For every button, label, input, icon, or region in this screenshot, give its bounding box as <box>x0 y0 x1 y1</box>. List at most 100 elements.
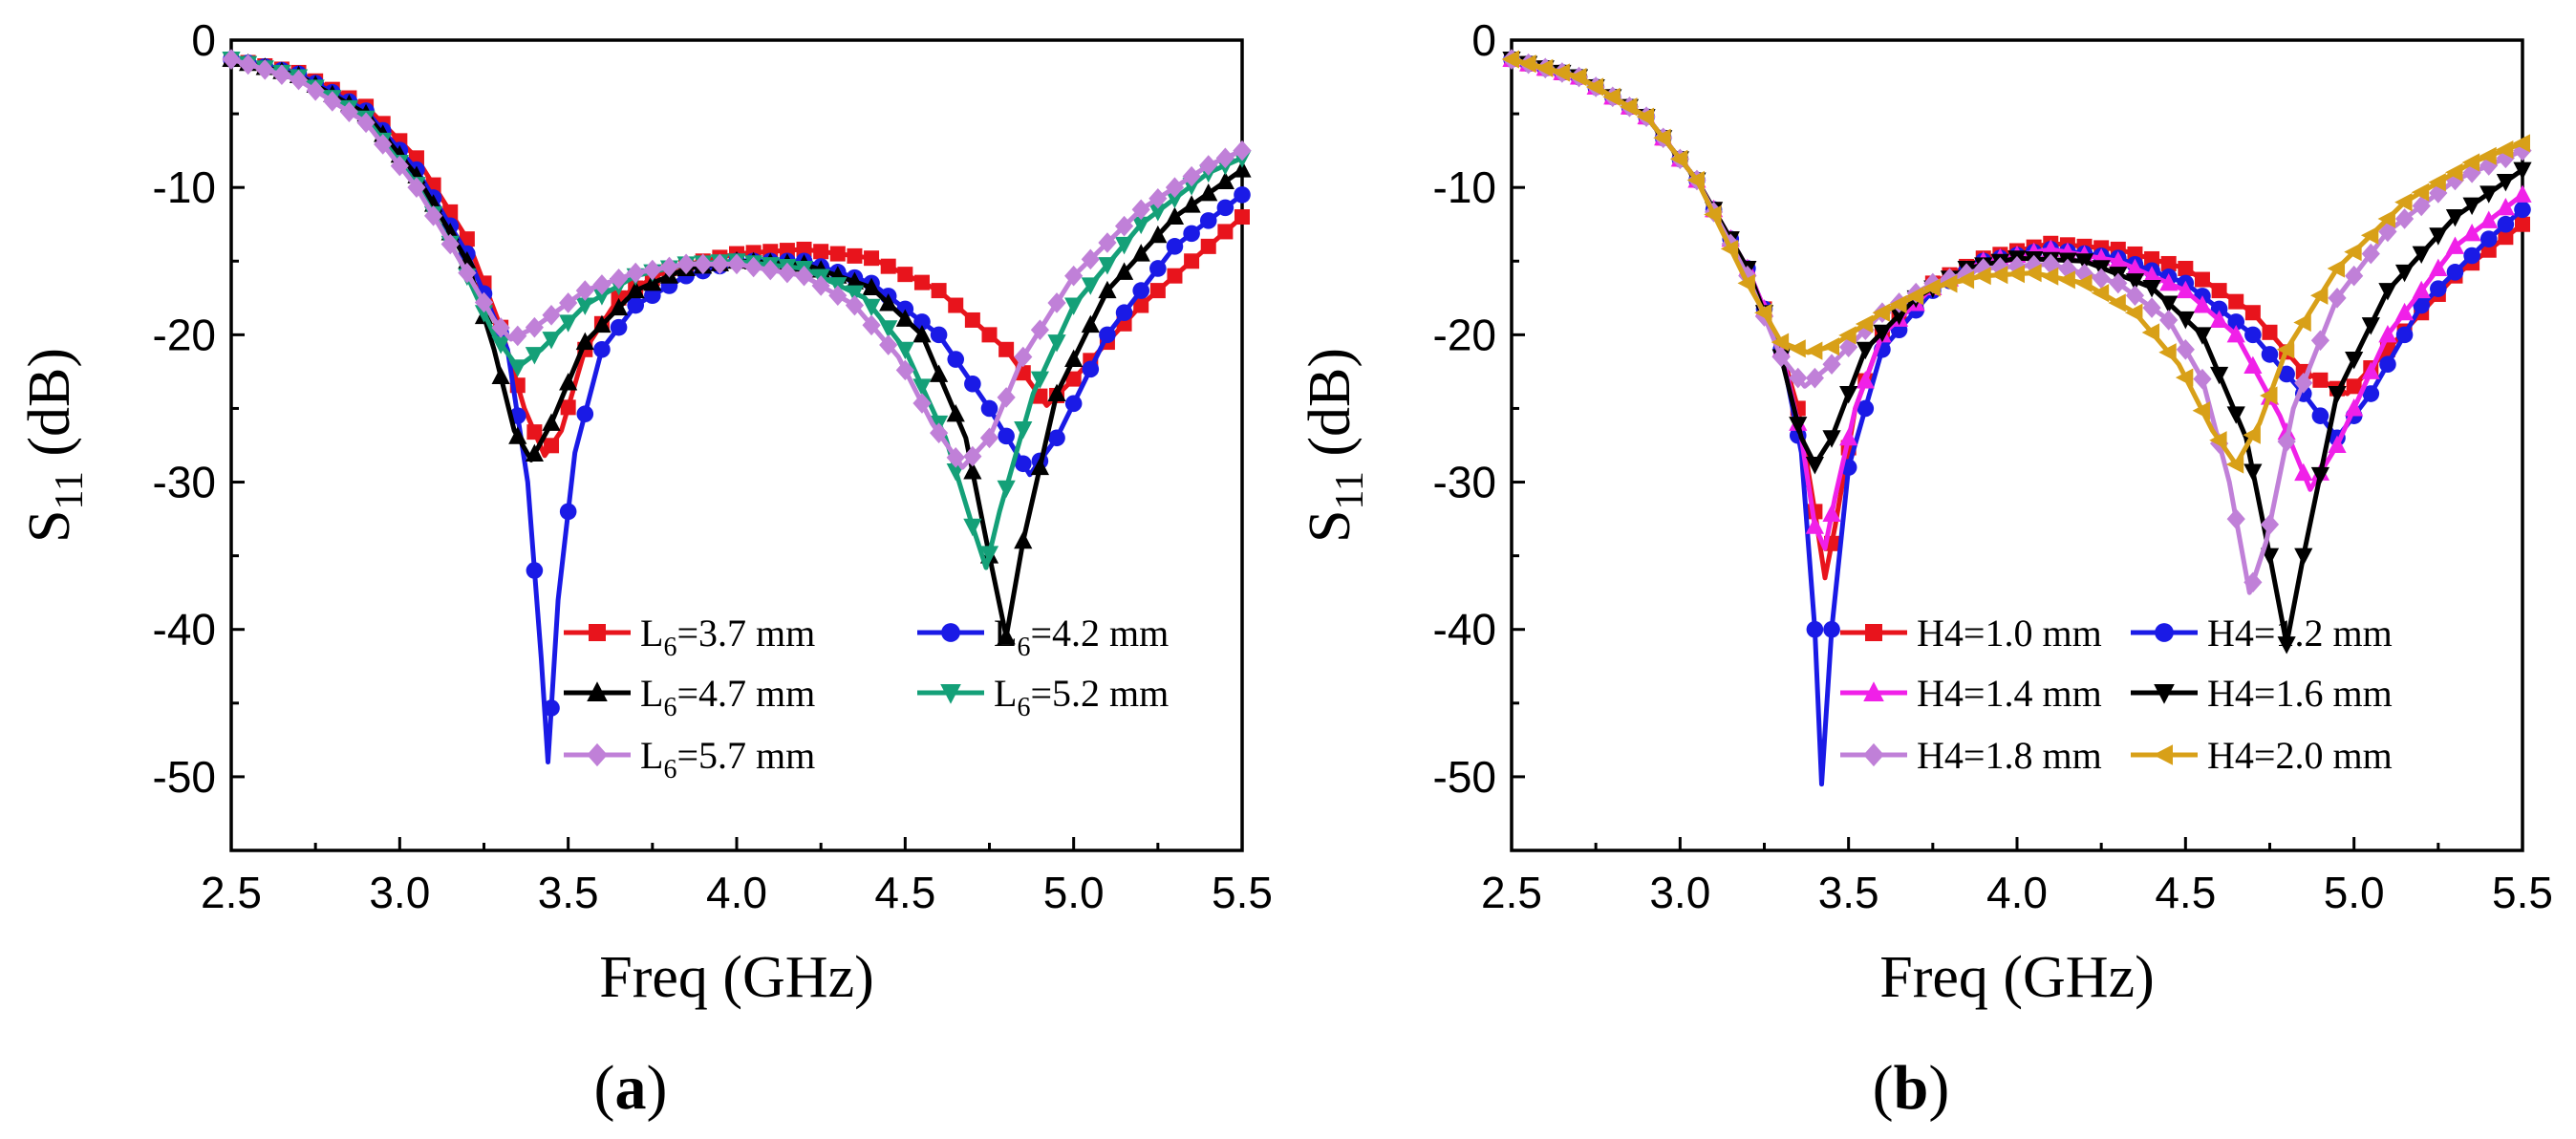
x-tick-label: 5.5 <box>2492 868 2553 917</box>
series-marker <box>575 280 594 301</box>
series-marker <box>964 312 980 328</box>
series-marker <box>2495 140 2514 160</box>
series-marker <box>2479 146 2497 165</box>
series-marker <box>1653 128 1671 147</box>
series-marker <box>2225 455 2244 474</box>
series-marker <box>1014 421 1033 440</box>
series-marker <box>1199 183 1218 202</box>
series-marker <box>592 314 612 333</box>
series-marker <box>2344 243 2362 262</box>
series-marker <box>2513 184 2532 203</box>
series-marker <box>1114 215 1134 237</box>
series-marker <box>879 334 898 355</box>
series-marker <box>912 393 932 414</box>
x-axis-title: Freq (GHz) <box>1879 945 2155 1010</box>
series-marker <box>2024 264 2042 283</box>
x-tick-label: 4.0 <box>1986 868 2048 917</box>
series-marker <box>2260 514 2280 535</box>
series-marker <box>2445 162 2463 182</box>
series-marker <box>1889 294 1907 314</box>
series-marker <box>2158 343 2177 362</box>
series-marker <box>1806 620 1824 638</box>
series-4 <box>222 49 1252 470</box>
x-tick-label: 2.5 <box>1481 868 1542 917</box>
series-marker <box>2378 324 2397 343</box>
legend-item: L6=3.7 mm <box>564 612 815 662</box>
series-marker <box>1148 187 1168 209</box>
series-marker <box>2361 243 2380 265</box>
series-marker <box>1132 282 1149 299</box>
series-marker <box>2462 223 2481 242</box>
series-marker <box>2498 229 2514 246</box>
series-marker <box>1115 304 1133 322</box>
x-tick-label: 3.5 <box>1818 868 1879 917</box>
series-marker <box>2226 324 2245 343</box>
series-marker <box>2210 310 2229 328</box>
series-marker <box>2361 361 2380 379</box>
series-marker <box>1922 278 1941 297</box>
series-marker <box>895 359 914 381</box>
series-marker <box>374 134 393 155</box>
series-marker <box>1585 77 1604 97</box>
y-axis-ticks: 0 -10 -20 -30 -40 -50 <box>153 15 245 852</box>
series-marker <box>1215 171 1234 190</box>
series-marker <box>1552 63 1570 82</box>
x-tick-label: 5.5 <box>1212 868 1273 917</box>
series-marker <box>627 296 644 314</box>
series-marker <box>1737 273 1755 292</box>
series-marker <box>1030 319 1049 341</box>
series-marker <box>560 399 576 416</box>
series-marker <box>1014 346 1033 368</box>
series-marker <box>2142 297 2161 318</box>
series-marker <box>2512 134 2530 153</box>
series-marker <box>1857 399 1875 418</box>
series-marker <box>2276 340 2295 359</box>
series-marker <box>525 316 544 338</box>
series-marker <box>626 280 645 299</box>
series-marker <box>2394 302 2415 321</box>
series-marker <box>862 314 881 336</box>
series-marker <box>1839 386 1858 404</box>
y-tick-label: -20 <box>1433 310 1496 359</box>
series-marker <box>1199 212 1217 229</box>
series-marker <box>2278 365 2295 383</box>
series-marker <box>2479 185 2499 204</box>
series-marker <box>2192 401 2210 420</box>
series-marker <box>2394 193 2413 212</box>
series-marker <box>2176 338 2195 360</box>
legend-marker <box>1863 681 1884 701</box>
legend-marker <box>1865 624 1882 641</box>
legend-item: H4=1.4 mm <box>1840 672 2102 715</box>
series-marker <box>1518 54 1536 74</box>
series-marker <box>1535 58 1554 77</box>
series-marker <box>542 305 561 326</box>
series-marker <box>744 256 763 278</box>
y-tick-label: -10 <box>1433 162 1496 212</box>
series-marker <box>2092 268 2111 290</box>
x-tick-label: 3.5 <box>538 868 599 917</box>
series-marker <box>508 426 527 444</box>
series-marker <box>1905 287 1924 306</box>
series-marker <box>559 314 578 333</box>
y-tick-label: -30 <box>1433 458 1496 507</box>
series-marker <box>1182 178 1201 196</box>
series-marker <box>897 267 913 283</box>
series-marker <box>1789 367 1808 389</box>
chart-panel-b: 2.5 3.0 3.5 4.0 4.5 5.0 5.5 0 -10 -20 -30 -40 -50 H… <box>1298 15 2553 1123</box>
series-marker <box>1233 140 1252 161</box>
series-marker <box>644 287 661 305</box>
series-marker <box>559 292 578 313</box>
series-marker <box>424 205 443 226</box>
legend-item: L6=4.2 mm <box>917 612 1169 662</box>
series-marker <box>2345 265 2364 287</box>
series-marker <box>1166 238 1184 255</box>
series-marker <box>2226 508 2245 529</box>
legend: L6=3.7 mm L6=4.2 mm L6=4.7 mm L6=5.2 mm L6=5… <box>564 612 1169 784</box>
series-marker <box>1064 265 1084 287</box>
series-marker <box>2175 368 2194 387</box>
x-tick-label: 3.0 <box>369 868 430 917</box>
series-marker <box>1805 341 1823 360</box>
series-marker <box>847 247 863 264</box>
series-marker <box>2244 326 2262 344</box>
series-marker <box>1184 253 1200 269</box>
